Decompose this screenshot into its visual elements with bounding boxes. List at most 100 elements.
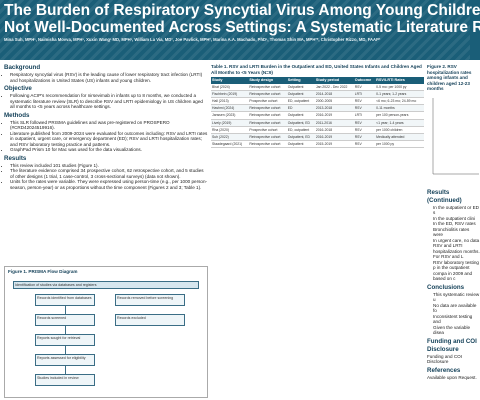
results-continued-item: In the ED, RSV rates (433, 221, 480, 227)
methods-item: This SLR followed PRISMA guidelines and … (10, 120, 208, 131)
table-cell: per 1000 children (375, 126, 424, 134)
table-row: Staadegaard (2021) Retrospective cohort Ou… (211, 140, 424, 149)
table-cell: Hashmi (2024) (211, 104, 249, 113)
table-header-cell: RSV/LRTI Rates (375, 77, 424, 84)
objective-item: Following ACIP's recommendation for nirs… (10, 93, 208, 110)
conclusions-list: This systematic review u No data are ava… (427, 292, 480, 336)
results-continued-item: In urgent care, no data (433, 238, 480, 244)
left-column: Background Respiratory syncytial virus (… (4, 64, 208, 192)
results-continued-list: In the outpatient or ED s In the outpati… (427, 205, 480, 282)
conclusions-item: Inconsistent testing and (433, 314, 480, 325)
conclusions-item: Given the variable disea (433, 325, 480, 336)
table-row: Hashmi (2024) Retrospective cohort ED 2013-… (211, 104, 424, 113)
table1: Study Study design Setting Study period … (211, 77, 424, 149)
table-cell: Janssen (2023) (211, 111, 249, 120)
table-cell: 0-1 years; 1-2 years (375, 90, 424, 98)
table-row: Hall (2013) Prospective cohort ED, outpati… (211, 97, 424, 106)
table-cell: ED, outpatient (286, 126, 315, 134)
table-cell: Medically attended (375, 133, 424, 142)
prisma-figure-title: Figure 1. PRISMA Flow Diagram (8, 269, 78, 274)
table-cell: Outpatient (286, 83, 315, 91)
results-item: The literature evidence comprised 34 pro… (10, 168, 208, 179)
table-cell: Suh (2022) (211, 133, 249, 142)
flow-arrow (65, 326, 66, 334)
table-cell: Retrospective cohort (248, 90, 287, 98)
table-row: Fischbein (2019) Retrospective cohort Outp… (211, 90, 424, 98)
table-cell: RSV (353, 83, 376, 91)
table-cell: Prospective cohort (248, 126, 287, 134)
funding-text: Funding and COI Disclosure (427, 353, 462, 365)
figure2-title: Figure 2. RSV hospitalization rates amon… (427, 64, 472, 91)
flow-arrow (65, 366, 66, 374)
table-cell: Outpatient, ED (286, 133, 315, 142)
conclusions-item: This systematic review u (433, 292, 480, 303)
table-cell: Staadegaard (2021) (211, 140, 249, 149)
results-item: This review included 101 studies (Figure… (10, 163, 208, 169)
flow-box-records-screened: Records screened (35, 314, 95, 326)
table-cell: RSV (353, 104, 376, 113)
table1-panel: Table 1. RSV and LRTI Burden in the Outp… (211, 64, 424, 398)
methods-list: This SLR followed PRISMA guidelines and … (4, 120, 208, 153)
flow-box-reports-sought: Reports sought for retrieval (35, 334, 95, 346)
table-cell: Lively (2019) (211, 119, 249, 127)
conclusions-heading: Conclusions (427, 283, 465, 291)
results-heading: Results (4, 154, 27, 162)
table-cell: 2014-2018 (314, 90, 354, 98)
table-cell: 0-5 mo: per 1000 py (375, 83, 424, 91)
references-heading: References (427, 366, 461, 374)
results-item: Units for the rates were variable. They … (10, 179, 208, 190)
flow-box-reports-assessed: Reports assessed for eligibility (35, 354, 95, 366)
table-cell: per 100 person-years (375, 111, 424, 120)
results-continued-heading: Results (Continued) (427, 188, 462, 204)
table-row: Janssen (2023) Retrospective cohort Outpat… (211, 111, 424, 120)
table-cell: per 1000 py (375, 140, 424, 149)
methods-heading: Methods (4, 111, 30, 119)
title-line-2: Not Well-Documented Across Settings: A S… (4, 19, 480, 36)
header-texture (0, 0, 470, 60)
title-line-1: The Burden of Respiratory Syncytial Viru… (4, 2, 480, 19)
table-cell: 2016-2019 (314, 133, 354, 142)
table-cell: Outpatient (286, 140, 315, 149)
poster-title: The Burden of Respiratory Syncytial Viru… (4, 2, 480, 36)
conclusions-item: No data are available fo (433, 303, 480, 314)
background-list: Respiratory syncytial virus (RSV) is the… (4, 72, 208, 83)
results-list: This review included 101 studies (Figure… (4, 163, 208, 191)
table-cell: <1 year; 1-4 years (375, 119, 424, 127)
table-cell: Fischbein (2019) (211, 90, 249, 98)
table-cell: ED, outpatient (286, 97, 315, 106)
funding-heading: Funding and COI Disclosure (427, 337, 477, 353)
flow-box-studies-included: Studies included in review (35, 374, 95, 386)
table-cell: 2015-2019 (314, 140, 354, 149)
table-cell: Jan 2022 - Dec 2022 (314, 83, 354, 91)
table-cell: Rha (2020) (211, 126, 249, 134)
table-cell: 2016-2018 (314, 126, 354, 134)
objective-heading: Objective (4, 85, 32, 92)
table-row: Lively (2019) Retrospective cohort Outpati… (211, 119, 424, 127)
table-cell: LRTI (353, 111, 376, 120)
table-cell: Retrospective cohort (248, 133, 287, 142)
objective-list: Following ACIP's recommendation for nirs… (4, 93, 208, 110)
references-text: Available upon Request. (427, 374, 477, 380)
flow-arrow (65, 306, 66, 314)
results-continued-item: RSV and LRTI hospitalization months. For… (433, 243, 480, 260)
table-cell: Bhat (2024) (211, 83, 249, 91)
table-row: Rha (2020) Prospective cohort ED, outpatie… (211, 126, 424, 134)
results-continued-item: Bronchiolitis rates were (433, 227, 480, 238)
table-cell: Retrospective cohort (248, 104, 287, 113)
author-list: Mina Suh, MPH¹, Naimisha Movva, MPH¹, Xu… (4, 37, 381, 42)
table-cell: RSV (353, 119, 376, 127)
table-cell: RSV (353, 126, 376, 134)
table-cell: LRTI (353, 90, 376, 98)
table-header-row: Study Study design Setting Study period … (211, 77, 424, 84)
prisma-figure: Figure 1. PRISMA Flow Diagram Identifica… (4, 266, 208, 398)
table-cell: ED (286, 104, 315, 113)
table-cell: Retrospective cohort (248, 119, 287, 127)
table-cell: Outpatient, ED (286, 119, 315, 127)
table-header-cell: Study (211, 77, 249, 84)
table-cell: 2011-2016 (314, 119, 354, 127)
table-header-cell: Outcome (353, 77, 376, 84)
table-cell: RSV (353, 97, 376, 106)
table-cell: 2000-2005 (314, 97, 354, 106)
table-cell: Hall (2013) (211, 97, 249, 106)
table-cell: 0-11 months (375, 104, 424, 113)
